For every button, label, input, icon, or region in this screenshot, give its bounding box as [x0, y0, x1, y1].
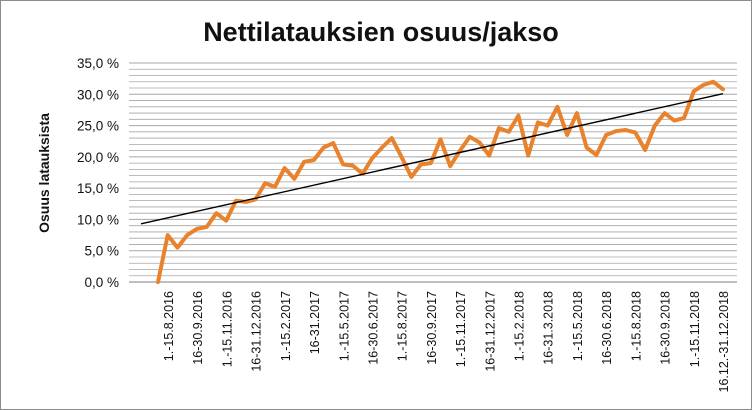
x-tick-label: 16-31.3.2018: [542, 291, 556, 365]
trend-line: [140, 92, 724, 225]
y-tick-labels: 0,0 % 5,0 % 10,0 % 15,0 % 20,0 % 25,0 % 30,0 %…: [77, 56, 119, 290]
x-tick-label: 1.-15.11.2018: [688, 291, 702, 367]
x-tick-label: 16-30.6.2018: [600, 291, 614, 365]
x-tick-label: 1.-15.5.2017: [337, 291, 351, 361]
x-tick-label: 1.-15.11.2017: [454, 291, 468, 367]
x-tick-label: 16-30.9.2018: [659, 291, 673, 365]
x-tick-label: 1.-15.2.2018: [513, 291, 527, 361]
x-tick-label: 1.-15.8.2018: [629, 291, 643, 361]
x-tick-label: 1.-15.11.2016: [220, 291, 234, 367]
x-tick-label: 16-31.2017: [308, 291, 322, 354]
grid-lines: [129, 62, 737, 283]
x-tick-label: 16-31.12.2016: [250, 291, 264, 372]
x-tick-label: 16-30.9.2016: [191, 291, 205, 365]
x-tick-label: 1.-15.8.2016: [162, 291, 176, 361]
x-tick-labels: 1.-15.8.2016 16-30.9.2016 1.-15.11.2016 16-…: [162, 291, 731, 393]
x-tick-label: 1.-15.8.2017: [396, 291, 410, 361]
x-tick-label: 16-30.9.2017: [425, 291, 439, 365]
chart-title: Nettilatauksien osuus/jakso: [203, 17, 559, 47]
y-tick-label: 20,0 %: [77, 150, 119, 165]
y-tick-label: 5,0 %: [84, 244, 119, 259]
y-axis-label: Osuus latauksista: [36, 113, 52, 233]
y-tick-label: 30,0 %: [77, 87, 119, 102]
x-tick-label: 16-31.12.2017: [483, 291, 497, 372]
y-tick-label: 25,0 %: [77, 119, 119, 134]
y-tick-label: 15,0 %: [77, 181, 119, 196]
x-tick-label: 1.-15.2.2017: [279, 291, 293, 361]
x-tick-label: 16.12.-31.12.2018: [717, 291, 731, 393]
data-series-line: [156, 79, 725, 284]
plot-series: [140, 79, 725, 284]
x-tick-label: 1.-15.5.2018: [571, 291, 585, 361]
y-tick-label: 10,0 %: [77, 212, 119, 227]
x-tick-label: 16-30.6.2017: [366, 291, 380, 365]
y-tick-label: 35,0 %: [77, 56, 119, 71]
y-tick-label: 0,0 %: [84, 275, 119, 290]
